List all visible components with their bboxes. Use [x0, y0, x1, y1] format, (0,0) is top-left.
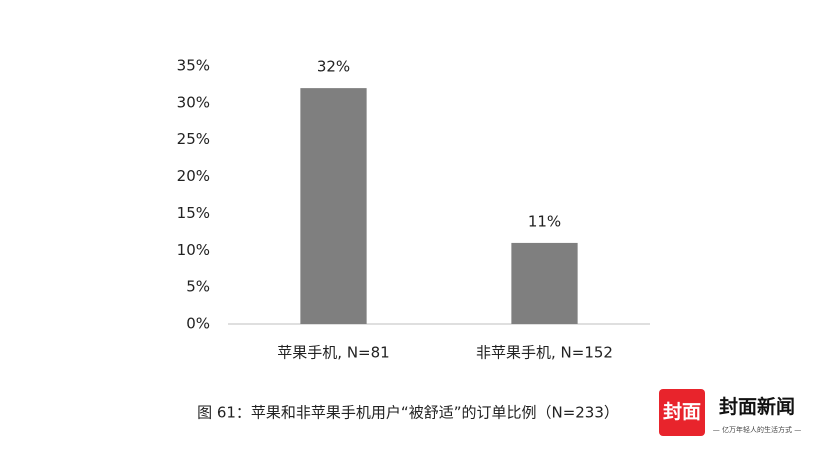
- logo-badge: [659, 389, 705, 436]
- y-tick-label: 10%: [177, 241, 210, 259]
- y-tick-label: 35%: [177, 57, 210, 75]
- logo-slogan: — 亿万年轻人的生活方式 —: [713, 425, 801, 434]
- y-tick-label: 15%: [177, 204, 210, 222]
- x-tick-label: 非苹果手机, N=152: [476, 344, 613, 362]
- bar: [300, 88, 367, 324]
- bar: [511, 242, 578, 324]
- data-label: 32%: [317, 58, 350, 76]
- logo-name: 封面新闻: [719, 395, 795, 418]
- logo-badge-text: 封面: [663, 400, 701, 423]
- y-tick-label: 30%: [177, 93, 210, 111]
- y-tick-label: 25%: [177, 130, 210, 148]
- y-tick-label: 0%: [186, 315, 210, 333]
- x-tick-label: 苹果手机, N=81: [277, 344, 389, 362]
- y-tick-label: 20%: [177, 167, 210, 185]
- chart-caption: 图 61：苹果和非苹果手机用户“被舒适”的订单比例（N=233）: [197, 404, 619, 422]
- data-label: 11%: [528, 212, 561, 230]
- y-tick-label: 5%: [186, 278, 210, 296]
